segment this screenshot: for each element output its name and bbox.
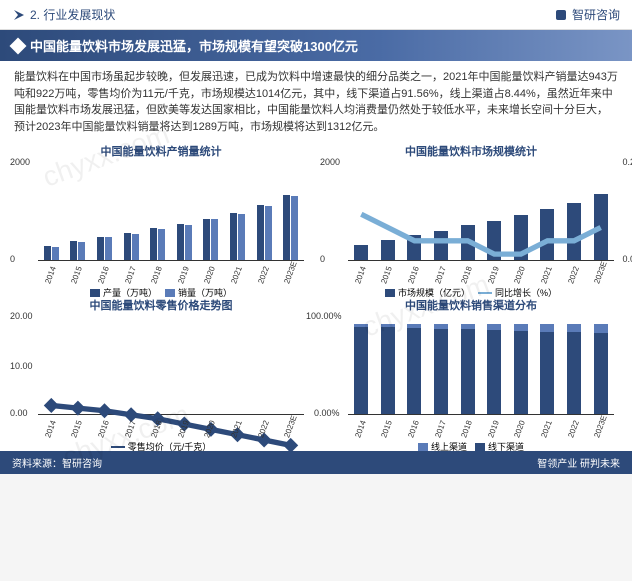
chart1-ymax: 2000 bbox=[10, 157, 30, 167]
legend-box-icon bbox=[385, 289, 395, 297]
chart1-title: 中国能量饮料产销量统计 bbox=[8, 143, 314, 159]
legend-text: 线上渠道 bbox=[431, 440, 467, 453]
arrow-icon bbox=[12, 8, 26, 22]
chart2-ymax: 2000 bbox=[320, 157, 340, 167]
chart3-legend: 零售均价（元/千克） bbox=[8, 440, 314, 453]
chart3-ymin: 0.00 bbox=[10, 408, 28, 418]
chart4-bars bbox=[348, 315, 614, 414]
chart1-area: 2000 0 bbox=[38, 161, 304, 261]
chart3-area: 20.00 10.00 0.00 bbox=[38, 315, 304, 415]
legend-text: 线下渠道 bbox=[488, 440, 524, 453]
chart3-ymid: 10.00 bbox=[10, 361, 33, 371]
header: 2. 行业发展现状 智研咨询 bbox=[0, 0, 632, 30]
chart2-ymin: 0 bbox=[320, 254, 325, 264]
legend-line-icon bbox=[478, 292, 492, 294]
charts-grid: 中国能量饮料产销量统计 2000 0 201420152016201720182… bbox=[0, 143, 632, 451]
chart2-y2max: 0.20 bbox=[622, 157, 632, 167]
chart2-area: 2000 0 0.20 0.00 bbox=[348, 161, 614, 261]
chart4-area: 100.00% 0.00% bbox=[348, 315, 614, 415]
legend-item: 零售均价（元/千克） bbox=[111, 440, 212, 453]
legend-box-icon bbox=[165, 289, 175, 297]
chart2-xlabels: 2014201520162017201820192020202120222023… bbox=[348, 261, 614, 284]
legend-item: 线下渠道 bbox=[475, 440, 524, 453]
chart3-title: 中国能量饮料零售价格走势图 bbox=[8, 297, 314, 313]
legend-item: 线上渠道 bbox=[418, 440, 467, 453]
legend-line-icon bbox=[111, 446, 125, 448]
chart1-bars bbox=[38, 161, 304, 260]
chart2-title: 中国能量饮料市场规模统计 bbox=[318, 143, 624, 159]
brand-icon bbox=[554, 8, 568, 22]
footer-source: 资料来源：智研咨询 bbox=[12, 455, 102, 470]
title-bar: 中国能量饮料市场发展迅猛，市场规模有望突破1300亿元 bbox=[0, 30, 632, 61]
legend-box-icon bbox=[475, 443, 485, 451]
chart4-ymin: 0.00% bbox=[314, 408, 340, 418]
chart4-title: 中国能量饮料销售渠道分布 bbox=[318, 297, 624, 313]
brand-label: 智研咨询 bbox=[554, 6, 620, 23]
chart-production-sales: 中国能量饮料产销量统计 2000 0 201420152016201720182… bbox=[8, 143, 314, 293]
chart-channel: 中国能量饮料销售渠道分布 100.00% 0.00% 2014201520162… bbox=[318, 297, 624, 447]
footer-right: 智领产业 研判未来 bbox=[537, 455, 620, 470]
chart-market-scale: 中国能量饮料市场规模统计 2000 0 0.20 0.00 2014201520… bbox=[318, 143, 624, 293]
chart2-bars bbox=[348, 161, 614, 260]
brand-text: 智研咨询 bbox=[572, 6, 620, 23]
chart4-legend: 线上渠道 线下渠道 bbox=[318, 440, 624, 453]
section-label: 2. 行业发展现状 bbox=[12, 6, 115, 23]
legend-box-icon bbox=[418, 443, 428, 451]
chart-price: 中国能量饮料零售价格走势图 20.00 10.00 0.00 201420152… bbox=[8, 297, 314, 447]
chart1-xlabels: 2014201520162017201820192020202120222023… bbox=[38, 261, 304, 284]
title-text: 中国能量饮料市场发展迅猛，市场规模有望突破1300亿元 bbox=[30, 36, 358, 55]
diamond-icon bbox=[10, 37, 27, 54]
chart1-ymin: 0 bbox=[10, 254, 15, 264]
legend-box-icon bbox=[90, 289, 100, 297]
chart3-xlabels: 2014201520162017201820192020202120222023… bbox=[38, 415, 304, 438]
footer: 资料来源：智研咨询 智领产业 研判未来 bbox=[0, 451, 632, 474]
body-paragraph: 能量饮料在中国市场虽起步较晚，但发展迅速，已成为饮料中增速最快的细分品类之一，2… bbox=[0, 61, 632, 143]
chart2-y2min: 0.00 bbox=[622, 254, 632, 264]
chart3-ymax: 20.00 bbox=[10, 311, 33, 321]
chart4-ymax: 100.00% bbox=[306, 311, 342, 321]
chart4-xlabels: 2014201520162017201820192020202120222023… bbox=[348, 415, 614, 438]
legend-text: 零售均价（元/千克） bbox=[128, 440, 212, 453]
section-text: 2. 行业发展现状 bbox=[30, 6, 115, 23]
